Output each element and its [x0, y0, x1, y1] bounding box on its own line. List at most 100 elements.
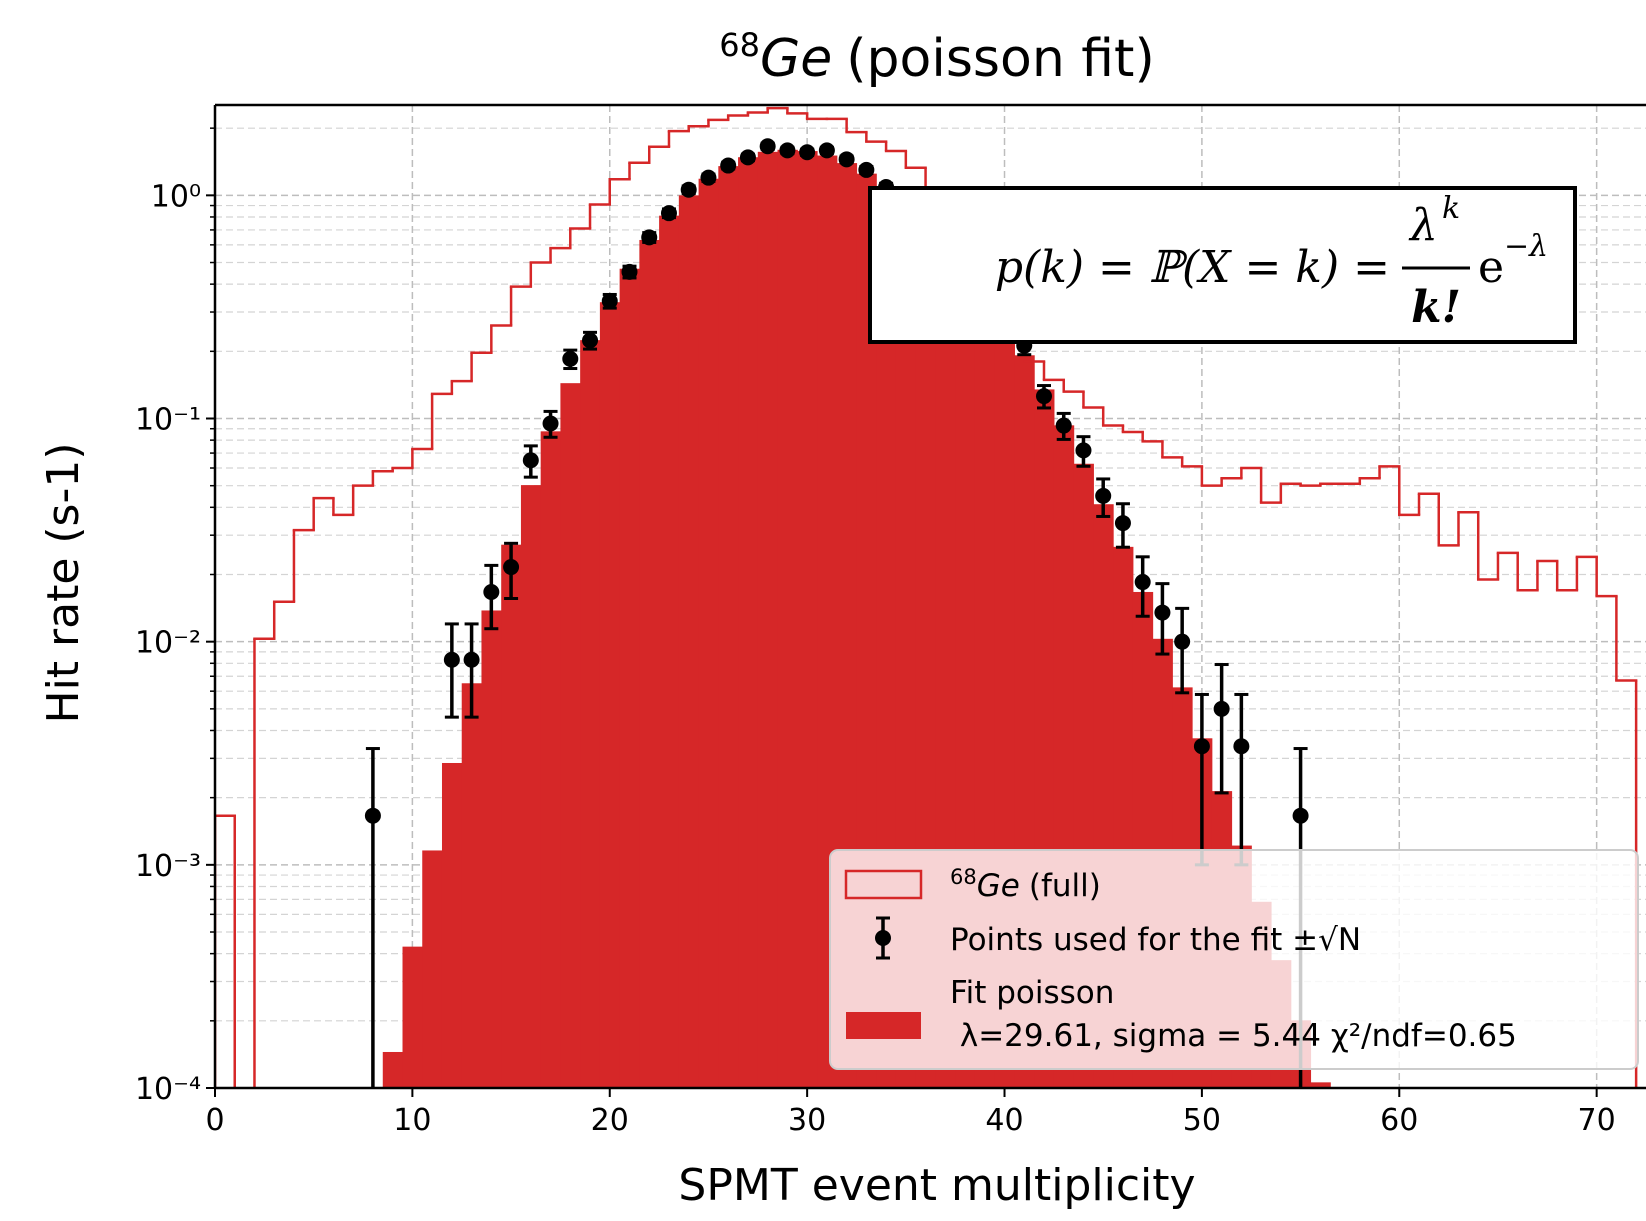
x-tick-label: 0	[205, 1103, 224, 1138]
data-point	[1174, 633, 1191, 650]
fit-bar	[382, 1051, 404, 1088]
fit-bar	[580, 340, 601, 1088]
fit-bar	[678, 195, 700, 1088]
fit-bar	[461, 683, 483, 1088]
data-point	[838, 151, 855, 168]
data-point	[582, 332, 599, 349]
fit-bar	[797, 151, 818, 1088]
data-point	[1193, 738, 1210, 755]
legend-label: Fit poisson	[950, 975, 1114, 1011]
data-point	[1035, 388, 1052, 405]
data-point	[601, 293, 618, 310]
x-tick-label: 70	[1578, 1103, 1616, 1138]
formula-numerator: λ	[1408, 200, 1438, 251]
data-point	[1213, 700, 1230, 717]
y-tick-label: 10⁻⁴	[135, 1072, 201, 1107]
data-point	[1134, 574, 1151, 591]
fit-bar	[441, 762, 463, 1088]
data-point	[720, 157, 737, 174]
data-point	[443, 651, 460, 668]
formula-box: p(k) = ℙ(X = k) = λ k k! e −λ	[868, 186, 1577, 344]
legend-label: Points used for the fit ±√N	[950, 922, 1361, 958]
data-point	[463, 651, 480, 668]
x-tick-label: 60	[1380, 1103, 1418, 1138]
data-point	[759, 138, 776, 155]
legend: 68Ge (full) Points used for the fit ±√N F…	[829, 849, 1639, 1070]
formula-denominator: k!	[1411, 282, 1461, 333]
title-mass: 68	[719, 26, 760, 64]
fit-bar	[599, 302, 621, 1088]
data-point	[779, 142, 796, 159]
data-point	[799, 144, 816, 161]
y-tick-label: 10⁻²	[135, 626, 201, 661]
data-point	[1154, 604, 1171, 621]
data-point	[1075, 442, 1092, 459]
data-point	[542, 415, 559, 432]
chart-title: 68Ge (poisson fit)	[719, 26, 1155, 89]
fit-bar	[402, 946, 423, 1088]
formula-exp-base: e	[1478, 242, 1504, 293]
legend-label: 68Ge (full)	[950, 865, 1101, 904]
data-point	[1095, 487, 1112, 504]
data-point	[522, 452, 539, 469]
data-point	[858, 161, 875, 178]
data-point	[621, 263, 638, 280]
formula-numerator-sup: k	[1442, 191, 1460, 226]
fit-bar	[757, 151, 779, 1088]
legend-suffix: (full)	[1029, 868, 1101, 904]
legend-mass: 68	[950, 865, 977, 889]
title-element: Ge	[760, 29, 832, 89]
x-tick-label: 30	[788, 1103, 826, 1138]
y-tick-label: 10⁻¹	[135, 403, 201, 438]
fit-bar	[1310, 1082, 1331, 1088]
formula-frame	[868, 186, 1577, 344]
fit-bar	[659, 215, 680, 1088]
formula-exp-sup: −λ	[1504, 229, 1548, 264]
fit-bar	[738, 157, 759, 1088]
fit-bar	[698, 178, 719, 1088]
fit-bar	[422, 850, 443, 1088]
fit-bar	[639, 239, 660, 1088]
legend-key	[875, 930, 891, 946]
legend-label: λ=29.61, sigma = 5.44 χ²/ndf=0.65	[950, 1018, 1517, 1054]
data-point	[562, 350, 579, 367]
fit-bar	[540, 431, 562, 1088]
fit-bar	[718, 166, 739, 1088]
x-tick-label: 40	[985, 1103, 1023, 1138]
fit-bar	[481, 610, 502, 1088]
data-point	[1233, 738, 1250, 755]
data-point	[700, 169, 717, 186]
x-tick-label: 20	[591, 1103, 629, 1138]
data-point	[364, 807, 381, 824]
fit-bar	[619, 268, 640, 1088]
y-tick-label: 10⁻³	[135, 849, 201, 884]
data-point	[503, 559, 520, 576]
legend-element: Ge	[977, 868, 1020, 904]
axes: 10⁻⁴ 10⁻³ 10⁻² 10⁻¹ 10⁰ 0 10 20 30 40 50 60 70	[135, 103, 1646, 1138]
fit-bar	[501, 544, 522, 1088]
data-point	[1055, 417, 1072, 434]
y-tick-label: 10⁰	[151, 179, 201, 214]
y-axis-label: Hit rate (s-1)	[38, 442, 89, 723]
formula-lhs: p(k) = ℙ(X = k) =	[995, 242, 1390, 293]
data-point	[1114, 515, 1131, 532]
plot-area	[215, 106, 1638, 1088]
x-axis-label: SPMT event multiplicity	[678, 1160, 1195, 1211]
fit-bar	[777, 149, 798, 1088]
data-point	[739, 149, 756, 166]
data-point	[641, 229, 658, 246]
data-point	[660, 205, 677, 222]
legend-frame	[829, 849, 1639, 1070]
legend-key	[844, 869, 923, 900]
legend-key	[846, 1012, 921, 1039]
data-point	[1292, 807, 1309, 824]
data-point	[483, 583, 500, 600]
data-point	[680, 181, 697, 198]
fit-bar	[520, 485, 542, 1088]
x-tick-label: 10	[393, 1103, 431, 1138]
fit-bar	[560, 383, 581, 1088]
title-suffix: (poisson fit)	[846, 29, 1154, 89]
x-tick-label: 50	[1183, 1103, 1221, 1138]
data-point	[818, 142, 835, 159]
